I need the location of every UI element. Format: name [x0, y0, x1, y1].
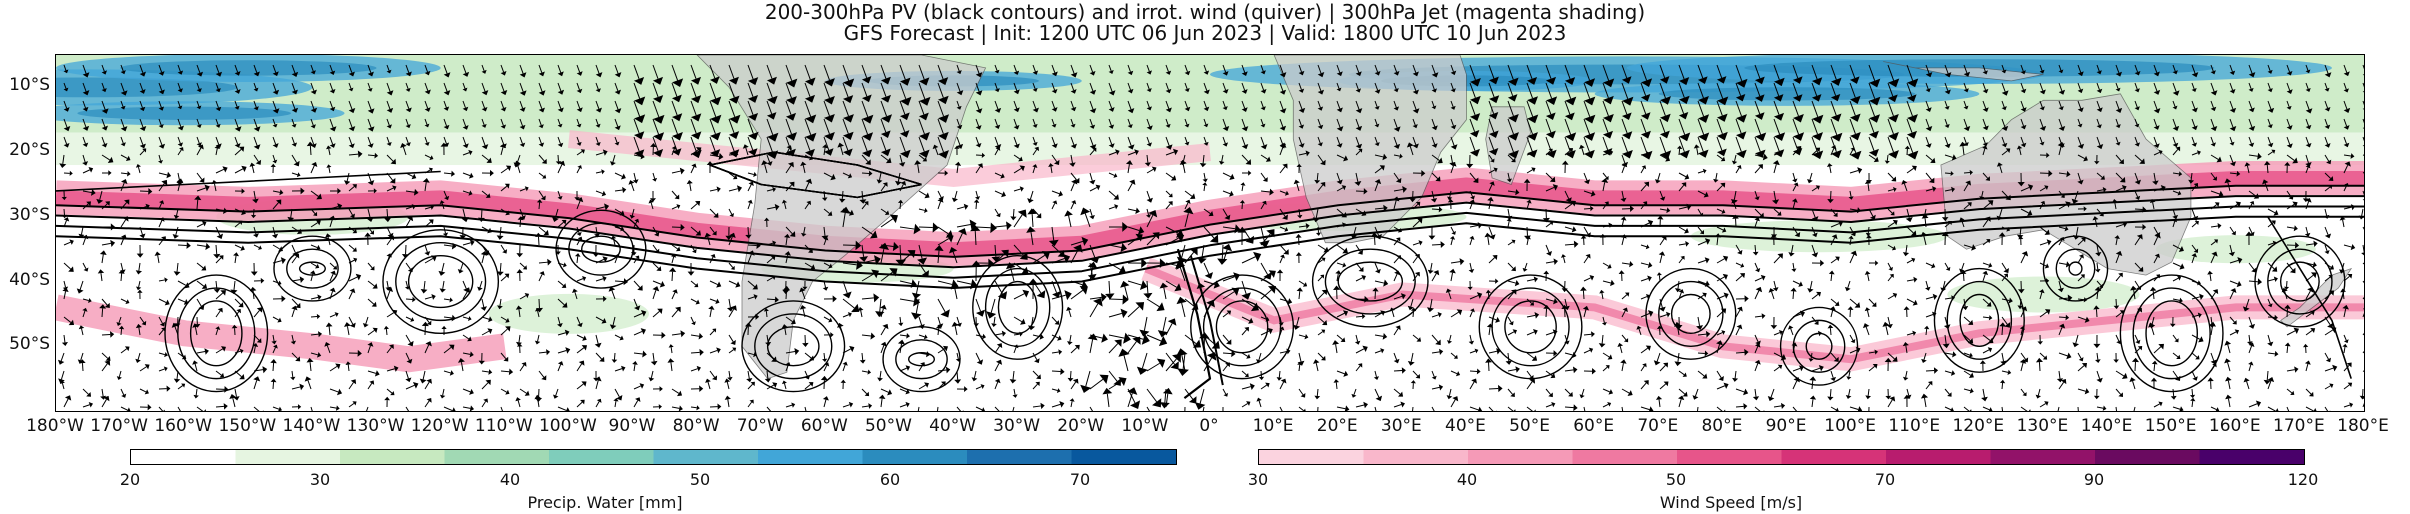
lon-tick-label: 30°E — [1380, 416, 1422, 436]
land-australia — [1940, 93, 2192, 276]
irrotational-wind-quiver — [57, 64, 2364, 411]
lat-tick-label: 20°S — [9, 140, 50, 161]
lon-tick-label: 30°W — [993, 416, 1041, 436]
colorbar-tick-label: 70 — [1874, 470, 1896, 489]
lon-tick-label: 0° — [1199, 416, 1219, 436]
precip-water-colorbar — [130, 449, 1177, 465]
lon-tick-label: 130°E — [2016, 416, 2069, 436]
land-masses — [696, 55, 2353, 380]
colorbar-tick-label: 50 — [1665, 470, 1687, 489]
lat-tick-label: 30°S — [9, 204, 50, 225]
pv-contours — [56, 151, 2364, 399]
wind-speed-colorbar-label: Wind Speed [m/s] — [1659, 493, 1803, 512]
lon-tick-label: 50°E — [1509, 416, 1550, 436]
colorbar-tick-label: 90 — [2083, 470, 2105, 489]
lon-tick-label: 90°W — [608, 416, 656, 436]
map-panel — [55, 54, 2365, 412]
colorbar-tick-label: 70 — [1069, 470, 1091, 489]
lon-tick-label: 50°W — [864, 416, 912, 436]
lon-tick-label: 20°W — [1057, 416, 1105, 436]
lon-tick-label: 40°W — [929, 416, 977, 436]
land-africa — [1273, 55, 1467, 244]
lon-tick-label: 150°E — [2144, 416, 2197, 436]
colorbar-tick-label: 20 — [119, 470, 141, 489]
lon-tick-label: 150°W — [218, 416, 277, 436]
land-south-america — [696, 55, 987, 380]
lon-tick-label: 80°E — [1701, 416, 1743, 436]
lon-tick-label: 100°E — [1824, 416, 1876, 436]
lon-tick-label: 180°W — [26, 416, 84, 436]
colorbar-tick-label: 40 — [499, 470, 521, 489]
lon-tick-label: 40°E — [1445, 416, 1486, 436]
lat-tick-label: 40°S — [9, 269, 50, 290]
lon-tick-label: 120°E — [1952, 416, 2005, 436]
colorbar-tick-label: 30 — [309, 470, 331, 489]
lon-tick-label: 70°W — [736, 416, 784, 436]
lon-tick-label: 170°W — [90, 416, 148, 436]
map-canvas — [56, 55, 2364, 411]
lon-tick-label: 90°E — [1765, 416, 1807, 436]
chart-title-line2: GFS Forecast | Init: 1200 UTC 06 Jun 202… — [843, 21, 1567, 45]
lon-tick-label: 110°W — [474, 416, 533, 436]
chart-title-line1: 200-300hPa PV (black contours) and irrot… — [764, 0, 1646, 24]
land-new-zealand — [2280, 267, 2353, 328]
lon-tick-label: 100°W — [538, 416, 597, 436]
colorbar-tick-label: 50 — [689, 470, 711, 489]
lon-tick-label: 60°W — [800, 416, 848, 436]
lon-tick-label: 160°W — [154, 416, 213, 436]
lon-tick-label: 20°E — [1316, 416, 1358, 436]
colorbar-tick-label: 40 — [1456, 470, 1478, 489]
lon-tick-label: 180°E — [2337, 416, 2389, 436]
lon-tick-label: 60°E — [1573, 416, 1615, 436]
lon-tick-label: 10°E — [1252, 416, 1294, 436]
lon-tick-label: 70°E — [1637, 416, 1679, 436]
lat-tick-label: 50°S — [9, 334, 50, 355]
colorbar-tick-label: 60 — [879, 470, 901, 489]
lon-tick-label: 120°W — [410, 416, 469, 436]
lon-tick-label: 110°E — [1888, 416, 1941, 436]
lon-tick-label: 170°E — [2273, 416, 2325, 436]
lon-tick-label: 130°W — [346, 416, 405, 436]
colorbar-tick-label: 120 — [2287, 470, 2319, 489]
precip-water-colorbar-label: Precip. Water [mm] — [527, 493, 683, 512]
lon-tick-label: 140°E — [2080, 416, 2133, 436]
lon-tick-label: 10°W — [1121, 416, 1169, 436]
lon-tick-label: 80°W — [672, 416, 720, 436]
lon-tick-label: 140°W — [282, 416, 341, 436]
land-madagascar — [1485, 106, 1532, 186]
lat-tick-label: 10°S — [9, 75, 50, 96]
lon-tick-label: 160°E — [2208, 416, 2261, 436]
colorbar-tick-label: 30 — [1247, 470, 1269, 489]
wind-speed-colorbar — [1258, 449, 2305, 465]
